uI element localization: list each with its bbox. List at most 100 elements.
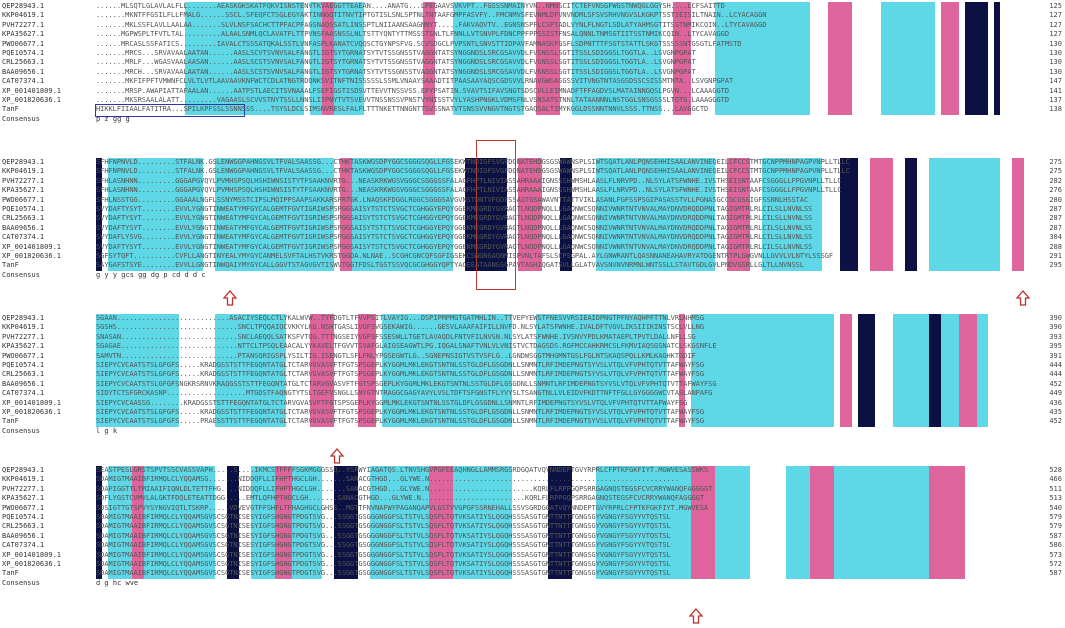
navy-highlight — [839, 186, 858, 196]
sequence-text: SGFSYTQFT..........CVFLLANGTINYEALYMYGYC… — [96, 251, 834, 260]
cyan-highlight — [929, 167, 1001, 177]
sequence-row: SIEPYCVCAATSTSLGFGFS.....KRADGSSTSTTFEGQ… — [96, 370, 1024, 380]
pink-highlight — [827, 86, 852, 96]
sequence-text: .......MRCS...SRVAVAALAATAN......AASLSCV… — [96, 48, 696, 57]
pink-highlight — [691, 569, 715, 579]
pink-highlight — [810, 484, 834, 495]
sequence-text: SIDYTCTSFGRCKASNP...................MTGD… — [96, 389, 713, 398]
pink-highlight — [429, 569, 453, 579]
position-number: 304 — [1049, 233, 1062, 242]
cyan-highlight — [881, 67, 935, 78]
cyan-highlight — [310, 39, 364, 49]
sequence-text: SAYGAFSTSYE........EVVLLGNGTINWQAIYMYGYC… — [96, 261, 804, 270]
navy-highlight — [964, 86, 989, 96]
cyan-highlight — [96, 417, 180, 427]
position-number: 587 — [1049, 569, 1062, 578]
navy-highlight — [464, 186, 507, 196]
sequence-name: CRL25663.1 — [2, 214, 45, 223]
sequence-name: KPA35627.1 — [2, 30, 45, 39]
cyan-highlight — [345, 223, 453, 234]
sequence-name: CAT07374.1 — [2, 389, 45, 398]
sequence-row: SFHFNPNVLD.........STFALNK.GSLENWGGPAHNG… — [96, 158, 1024, 168]
up-arrow-icon — [330, 448, 344, 464]
navy-highlight — [905, 214, 918, 224]
pink-highlight — [869, 233, 894, 243]
sequence-name: XP_001401809.1 — [2, 86, 62, 95]
sequence-row: SFHFNPNVLD.........STFALNK.GSLENWGGPAHNG… — [96, 167, 1024, 177]
navy-highlight — [96, 531, 102, 542]
pink-highlight — [339, 261, 352, 271]
cyan-highlight — [96, 389, 180, 399]
cyan-highlight — [310, 11, 364, 21]
pink-highlight — [679, 379, 686, 390]
cyan-highlight — [691, 389, 834, 399]
navy-highlight — [96, 494, 102, 504]
sequence-text: ......MGPWSPLTFVTLTAL.........ALAALSNMLQ… — [96, 30, 729, 39]
sequence-name: BAA09656.1 — [2, 67, 45, 76]
pink-highlight — [869, 167, 894, 177]
consensus-text: d g hc wve — [96, 578, 139, 587]
position-number: 466 — [1049, 475, 1062, 484]
pink-highlight — [810, 522, 834, 532]
navy-highlight — [560, 214, 572, 224]
sequence-row: .......MRSP.AWAPIATTAFAALAN......AATPSTL… — [96, 86, 1024, 96]
position-number: 287 — [1049, 204, 1062, 213]
sequence-row: SFHLNSSTGG.........GGAAALNGFLSSNYMSSTCIP… — [96, 195, 1024, 205]
position-number: 147 — [1049, 77, 1062, 86]
pink-highlight — [839, 417, 852, 427]
pink-highlight — [869, 195, 894, 205]
cyan-highlight — [786, 559, 929, 570]
navy-highlight — [964, 20, 989, 31]
cyan-highlight — [96, 407, 180, 418]
sequence-text: SIEPYCVCAATSTSLGFGFS.....PRAESSTTSTTFEGQ… — [96, 417, 704, 426]
navy-highlight — [96, 466, 102, 476]
sequence-name: XP_001820636.1 — [2, 251, 62, 260]
cyan-highlight — [786, 550, 929, 560]
pink-highlight — [827, 11, 852, 21]
pink-highlight — [518, 261, 543, 271]
position-number: 130 — [1049, 67, 1062, 76]
cyan-highlight — [572, 11, 662, 21]
navy-highlight — [334, 484, 358, 495]
consensus-row: p z gg g — [96, 115, 1024, 125]
pink-highlight — [274, 512, 293, 523]
sequence-name: QEP28943.1 — [2, 314, 45, 322]
pink-highlight — [940, 11, 959, 21]
pink-highlight — [810, 559, 834, 570]
pink-highlight — [869, 261, 894, 271]
navy-highlight — [839, 158, 858, 168]
cyan-highlight — [107, 522, 215, 532]
navy-highlight — [994, 30, 1001, 40]
navy-highlight — [905, 261, 918, 271]
navy-highlight — [839, 233, 858, 243]
cyan-highlight — [107, 550, 215, 560]
pink-highlight — [310, 323, 334, 333]
position-number: 127 — [1049, 30, 1062, 39]
navy-highlight — [226, 550, 239, 560]
cyan-highlight — [714, 11, 810, 21]
pink-highlight — [518, 186, 543, 196]
cyan-highlight — [453, 20, 525, 31]
pink-highlight — [131, 550, 144, 560]
pink-highlight — [423, 20, 436, 31]
pink-highlight — [810, 503, 834, 513]
pink-highlight — [518, 223, 543, 234]
navy-highlight — [964, 11, 989, 21]
cyan-highlight — [595, 466, 751, 476]
pink-highlight — [357, 379, 376, 390]
sequence-row: SDAMIGTMAAIBFIRMQLCLYQQAMSGVSCSGTNISESYI… — [96, 541, 1024, 551]
sequence-name: XP_001401809.1 — [2, 550, 62, 559]
cyan-highlight — [786, 531, 929, 542]
pink-highlight — [929, 484, 965, 495]
navy-highlight — [994, 86, 1001, 96]
pink-highlight — [839, 351, 852, 361]
navy-highlight — [464, 251, 507, 262]
sequence-row: SDAMIGTMAAIBFIRMQLCLYQQAMSGVSCSGTNISESYI… — [96, 512, 1024, 523]
pink-highlight — [726, 195, 751, 205]
cyan-highlight — [572, 20, 662, 31]
consensus-label: Consensus — [2, 270, 40, 279]
cyan-highlight — [881, 86, 935, 96]
cyan-highlight — [714, 48, 810, 59]
sequence-text: SDAMIGTMAAIBFIRMQLCLYQQAMSGVSCSGTNISESYI… — [96, 531, 671, 540]
cyan-highlight — [881, 77, 935, 87]
